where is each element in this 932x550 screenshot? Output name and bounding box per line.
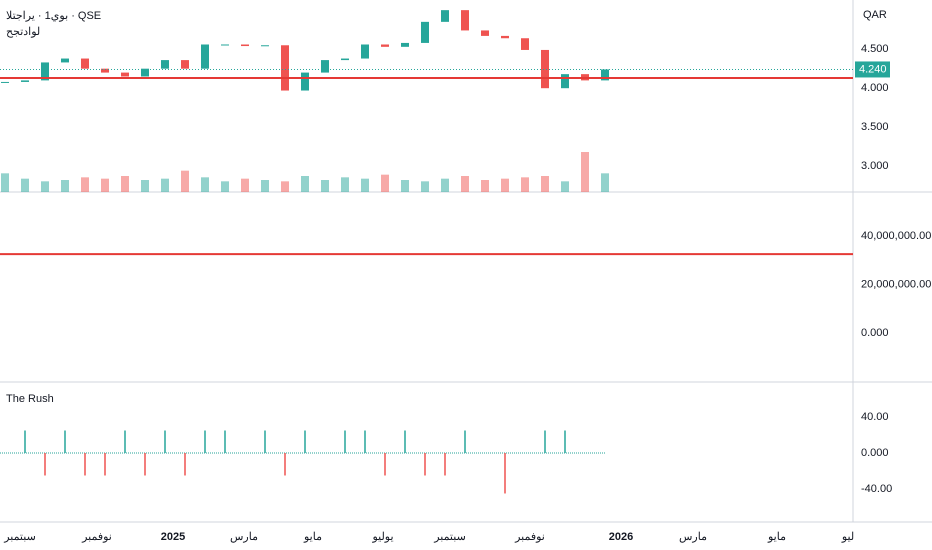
volume-bar	[361, 178, 369, 192]
candle	[241, 44, 249, 47]
volume-bar	[241, 178, 249, 192]
volume-bar	[121, 176, 129, 192]
volume-bar	[281, 181, 289, 192]
volume-bar	[61, 180, 69, 192]
volume-bar	[41, 181, 49, 192]
rush-title: The Rush	[6, 393, 54, 405]
volume-bar	[601, 173, 609, 192]
volume-bar	[21, 178, 29, 192]
y-tick-label: 0.000	[861, 447, 889, 459]
volume-bar	[301, 176, 309, 192]
candle	[161, 60, 169, 69]
indicator-name: لوادتجح	[6, 26, 40, 38]
volume-bar	[201, 177, 209, 192]
y-tick-label: 0.000	[861, 327, 889, 339]
x-tick-label: مارس	[230, 531, 258, 543]
y-tick-label: 40.00	[861, 411, 889, 423]
volume-bar	[1, 173, 9, 192]
currency: QAR	[863, 9, 887, 21]
candle	[1, 81, 9, 83]
candle	[101, 68, 109, 73]
x-tick-label: نوفمبر	[514, 531, 545, 543]
candle	[261, 45, 269, 47]
volume-bar	[421, 181, 429, 192]
candle	[141, 68, 149, 77]
candle	[321, 60, 329, 73]
y-tick-label: 20,000,000.00	[861, 278, 931, 290]
volume-bar	[461, 176, 469, 192]
volume-bar	[341, 177, 349, 192]
volume-bar	[541, 176, 549, 192]
candle	[541, 49, 549, 89]
volume-bar	[381, 174, 389, 192]
y-tick-label: 4.500	[861, 43, 889, 55]
candle	[21, 80, 29, 82]
volume-bar	[481, 180, 489, 192]
x-tick-label: سبتمبر	[3, 531, 36, 543]
x-tick-label: نوفمبر	[81, 531, 112, 543]
x-tick-label: ليو	[841, 531, 854, 543]
current-price-label: 4.240	[859, 63, 887, 75]
candle	[301, 72, 309, 91]
volume-bar	[401, 180, 409, 192]
candle	[561, 74, 569, 89]
candle	[401, 42, 409, 47]
candle	[281, 45, 289, 91]
price-label-bg	[855, 61, 890, 78]
y-tick-label: 40,000,000.00	[861, 230, 931, 242]
volume-bar	[101, 178, 109, 192]
x-tick-label: سبتمبر	[433, 531, 466, 543]
candle	[601, 69, 609, 81]
x-tick-label: يوليو	[371, 531, 393, 543]
volume-bar	[161, 178, 169, 192]
volume-bar	[261, 180, 269, 192]
candle	[501, 35, 509, 39]
y-tick-label: 4.000	[861, 82, 889, 94]
volume-bar	[321, 180, 329, 192]
volume-bar	[561, 181, 569, 192]
volume-bar	[81, 177, 89, 192]
x-tick-label: 2025	[161, 531, 185, 543]
candle	[481, 30, 489, 36]
volume-bar	[141, 180, 149, 192]
volume-bar	[581, 152, 589, 192]
candle	[341, 58, 349, 61]
x-tick-label: مارس	[679, 531, 707, 543]
candle	[521, 38, 529, 50]
y-tick-label: -40.00	[861, 483, 892, 495]
candle	[61, 58, 69, 63]
symbol: بوي1 · يراجتلا · QSE	[6, 10, 101, 22]
volume-bar	[521, 177, 529, 192]
volume-bar	[501, 178, 509, 192]
candle	[381, 44, 389, 47]
candle	[81, 58, 89, 69]
candle	[181, 60, 189, 69]
candle	[461, 10, 469, 31]
candle	[221, 44, 229, 46]
volume-bar	[221, 181, 229, 192]
candle	[441, 10, 449, 22]
x-tick-label: مايو	[303, 531, 322, 543]
y-tick-label: 3.000	[861, 160, 889, 172]
x-tick-label: مايو	[767, 531, 786, 543]
volume-bar	[181, 170, 189, 192]
candle	[201, 44, 209, 69]
candle	[421, 21, 429, 43]
candle	[361, 44, 369, 59]
candle	[121, 72, 129, 77]
y-tick-label: 3.500	[861, 121, 889, 133]
x-tick-label: 2026	[609, 531, 633, 543]
volume-bar	[441, 178, 449, 192]
candle	[41, 62, 49, 81]
